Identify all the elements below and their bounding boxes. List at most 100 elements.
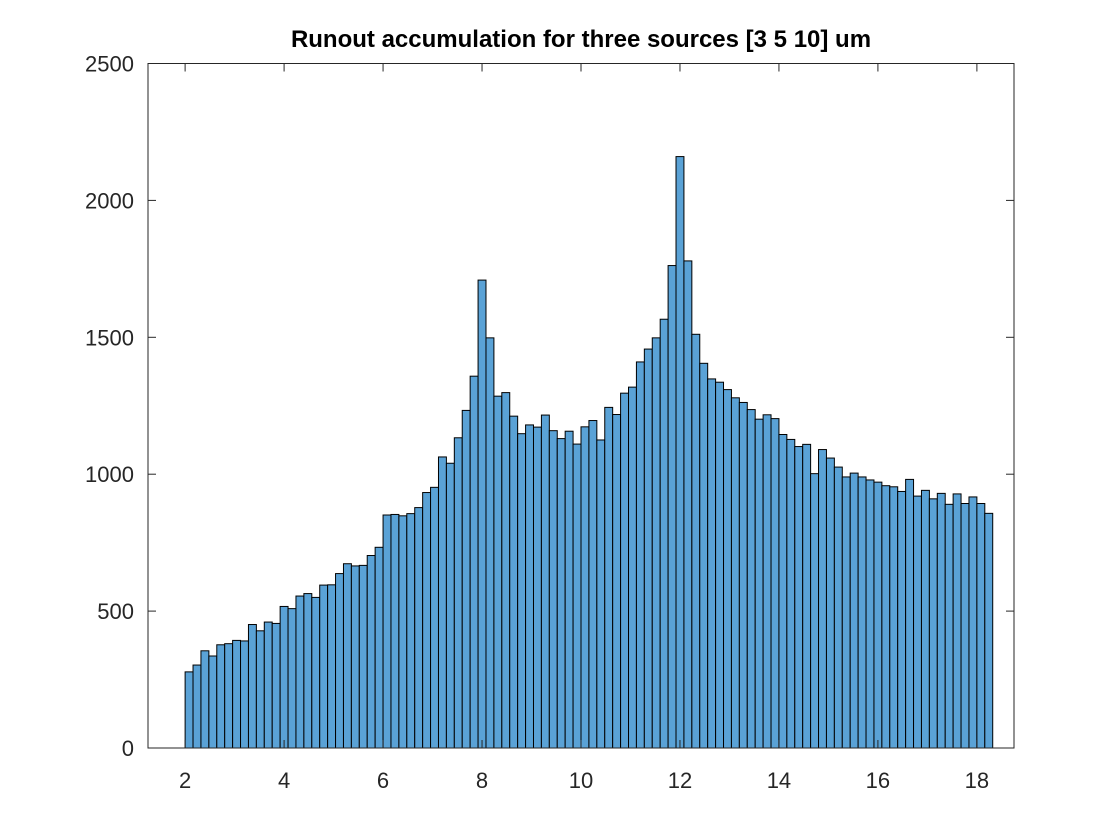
histogram-bar <box>628 386 637 749</box>
histogram-bar <box>430 486 439 749</box>
histogram-bar <box>240 640 249 749</box>
histogram-bar <box>461 409 471 749</box>
histogram-bar <box>881 485 891 749</box>
histogram-bar <box>335 573 344 749</box>
histogram-bar <box>683 260 693 749</box>
y-tick-label: 1000 <box>85 462 134 487</box>
histogram-bar <box>493 395 503 749</box>
histogram-bar <box>936 492 946 749</box>
histogram-bar <box>477 279 487 749</box>
histogram-bar <box>556 438 566 749</box>
y-tick-label: 1500 <box>85 325 134 350</box>
histogram-bar <box>984 512 994 749</box>
histogram-bar <box>944 503 954 749</box>
x-tick-label: 6 <box>377 768 389 793</box>
histogram-bar <box>327 584 337 749</box>
x-tick-label: 18 <box>965 768 989 793</box>
histogram-bar <box>643 348 653 749</box>
histogram-bar <box>398 515 408 749</box>
histogram-bar <box>913 495 922 749</box>
histogram-bar <box>849 472 859 749</box>
histogram-bar <box>303 593 313 749</box>
histogram-bar <box>517 433 527 749</box>
histogram-bar <box>184 671 194 749</box>
histogram-bar <box>802 443 812 749</box>
histogram-bar <box>889 486 899 749</box>
histogram-bar <box>715 381 725 749</box>
histogram-bar <box>723 389 732 749</box>
histogram-bar <box>699 362 709 749</box>
x-tick-label: 10 <box>569 768 593 793</box>
histogram-bar <box>200 650 210 749</box>
histogram-bar <box>659 318 669 749</box>
histogram-bar <box>928 498 938 749</box>
histogram-bar <box>501 392 511 749</box>
x-tick-label: 8 <box>476 768 488 793</box>
histogram-bar <box>762 414 772 749</box>
histogram-bar <box>667 265 677 749</box>
histogram-bar <box>730 397 740 749</box>
histogram-bar <box>596 439 606 749</box>
histogram-bar <box>825 457 835 749</box>
ticks-group: 2 4 6 8 10 12 14 16 18 0 500 1000 1500 2000 2500 <box>85 52 1014 793</box>
y-tick-label: 2500 <box>85 52 134 77</box>
histogram-bar <box>810 473 820 749</box>
histogram-bar <box>279 605 289 749</box>
histogram-bar <box>437 456 447 749</box>
histogram-bar <box>564 430 574 749</box>
histogram-bar <box>342 563 352 749</box>
histogram-bar <box>287 608 297 749</box>
histogram-bar <box>350 565 360 749</box>
histogram-bar <box>920 489 930 749</box>
histogram-bar <box>770 418 780 749</box>
y-tick-label: 500 <box>97 599 134 624</box>
histogram-bar <box>857 476 867 749</box>
histogram-bar <box>509 415 519 749</box>
y-tick-label: 2000 <box>85 188 134 213</box>
histogram-bar <box>271 622 281 749</box>
histogram-bar <box>738 401 748 749</box>
histogram-bar <box>366 555 376 749</box>
histogram-bar <box>532 426 542 749</box>
histogram-bar <box>255 630 265 749</box>
histogram-bar <box>548 430 558 749</box>
histogram-bar <box>841 476 851 749</box>
histogram-bar <box>422 492 432 749</box>
histogram-bar <box>675 156 685 749</box>
histogram-bar <box>311 596 321 749</box>
histogram-bar <box>612 414 622 749</box>
histogram-bar <box>635 361 645 749</box>
x-tick-label: 14 <box>767 768 791 793</box>
x-tick-label: 16 <box>866 768 890 793</box>
histogram-bar <box>572 443 582 749</box>
histogram-bar <box>865 479 875 749</box>
histogram-bar <box>786 438 796 749</box>
histogram-bar <box>746 409 756 749</box>
histogram-bar <box>453 437 463 749</box>
histogram-bar <box>540 414 550 749</box>
y-tick-label: 0 <box>122 736 134 761</box>
histogram-bar <box>319 584 329 749</box>
histogram-bar <box>469 375 479 749</box>
histogram-bar <box>952 493 962 749</box>
chart-title: Runout accumulation for three sources [3… <box>290 26 872 53</box>
histogram-bar <box>374 546 384 749</box>
histogram-bar <box>794 446 804 749</box>
x-tick-label: 12 <box>668 768 692 793</box>
histogram-bar <box>905 478 915 749</box>
histogram-bar <box>263 621 273 749</box>
histogram-bar <box>580 426 590 749</box>
histogram-bar <box>960 503 970 749</box>
histogram-bar <box>445 462 455 749</box>
histogram-bar <box>604 406 614 749</box>
histogram-bar <box>358 564 368 749</box>
histogram-bar <box>247 624 257 749</box>
bars-group <box>184 156 994 749</box>
histogram-bar <box>976 503 986 749</box>
histogram-bar <box>707 378 717 749</box>
histogram-bar <box>897 490 907 749</box>
histogram-bar <box>620 392 630 749</box>
histogram-bar <box>873 481 883 749</box>
